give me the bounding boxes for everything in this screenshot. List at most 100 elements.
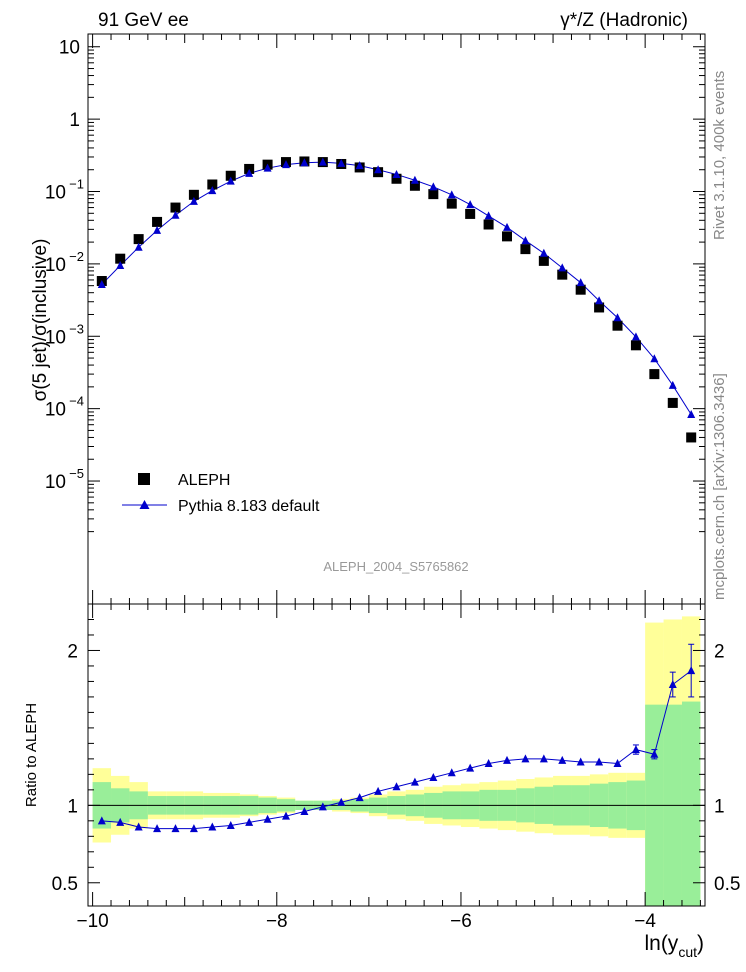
top-x-axis-ticks [92, 34, 701, 604]
top-y-tick-label: 10 [59, 38, 80, 59]
pythia-series-line [101, 161, 692, 415]
ratio-data-point [392, 782, 401, 791]
pythia-data-point [116, 260, 125, 269]
legend-aleph-label: ALEPH [178, 472, 230, 489]
ratio-data-point [668, 680, 677, 689]
pythia-data-point [263, 163, 272, 172]
aleph-data-point [557, 269, 568, 280]
ratio-y-axis-label: Ratio to ALEPH [23, 703, 40, 807]
ratio-y-tick-label-right: 0.5 [714, 874, 740, 895]
pythia-data-point [337, 158, 346, 167]
ratio-data-point [189, 824, 198, 833]
pythia-data-point [189, 196, 198, 205]
top-y-tick-exponent: −2 [69, 249, 84, 264]
pythia-data-point [558, 263, 567, 272]
aleph-data-point [575, 284, 586, 295]
aleph-data-point [502, 231, 513, 242]
ratio-y-axis: 0.5 0.5 1 1 2 2 [52, 618, 740, 895]
aleph-data-point [207, 179, 218, 190]
aleph-data-point [667, 397, 678, 408]
ratio-data-point [466, 763, 475, 772]
aleph-data-point [612, 320, 623, 331]
top-y-tick-exponent: −1 [69, 177, 84, 192]
top-panel-data [96, 156, 697, 443]
x-tick-label: −8 [266, 911, 288, 932]
ratio-y-tick-label-right: 2 [714, 641, 725, 662]
ratio-data-point [484, 759, 493, 768]
pythia-data-point [447, 190, 456, 199]
top-y-tick-label: 10 [45, 183, 66, 204]
aleph-data-point [649, 369, 660, 380]
ratio-data-point [116, 817, 125, 826]
ratio-data-point [318, 802, 327, 811]
pythia-data-point [281, 160, 290, 169]
pythia-data-point [208, 186, 217, 195]
ratio-data-point [631, 745, 640, 754]
header-right-title: γ*/Z (Hadronic) [560, 10, 688, 31]
pythia-data-point [521, 236, 530, 245]
legend-pythia-label: Pythia 8.183 default [178, 498, 320, 515]
legend-aleph-marker [138, 473, 150, 485]
top-y-tick-label: 10 [45, 255, 66, 276]
ratio-x-axis: −10 −8 −6 −4 [76, 604, 701, 932]
top-y-axis-label: σ(5 jet)/σ(inclusive) [30, 239, 51, 402]
aleph-data-point [152, 216, 163, 227]
aleph-data-point [391, 173, 402, 184]
pythia-data-point [226, 176, 235, 185]
pythia-data-point [668, 380, 677, 389]
ratio-data-point [613, 759, 622, 768]
top-y-tick-label: 1 [69, 110, 80, 131]
analysis-watermark: ALEPH_2004_S5765862 [323, 559, 468, 574]
ratio-y-tick-label-right: 1 [714, 796, 725, 817]
ratio-data-point [521, 754, 530, 763]
pythia-data-point [245, 168, 254, 177]
ratio-data-point [337, 797, 346, 806]
aleph-data-point [483, 219, 494, 230]
pythia-data-point [613, 313, 622, 322]
pythia-data-point [134, 242, 143, 251]
aleph-data-point [409, 180, 420, 191]
aleph-data-point [428, 189, 439, 200]
stat-uncertainty-band [681, 701, 701, 906]
ratio-data-point [171, 824, 180, 833]
top-y-tick-label: 10 [45, 400, 66, 421]
pythia-data-point [631, 332, 640, 341]
aleph-data-point [630, 340, 641, 351]
pythia-data-point [392, 169, 401, 178]
ratio-data-point [97, 816, 106, 825]
pythia-data-point [300, 158, 309, 167]
aleph-data-point [225, 170, 236, 181]
ratio-y-tick-label: 0.5 [52, 874, 78, 895]
ratio-data-point [687, 666, 696, 675]
pythia-data-point [503, 222, 512, 231]
pythia-data-point [97, 279, 106, 288]
x-tick-label: −6 [450, 911, 472, 932]
ratio-data-point [355, 793, 364, 802]
pythia-data-point [429, 182, 438, 191]
ratio-data-point [374, 786, 383, 795]
pythia-data-point [153, 225, 162, 234]
ratio-data-point [503, 755, 512, 764]
ratio-data-point [558, 755, 567, 764]
ratio-y-tick-label: 2 [67, 641, 78, 662]
ratio-data-point [153, 824, 162, 833]
legend: ALEPH Pythia 8.183 default [122, 472, 320, 515]
pythia-data-point [355, 161, 364, 170]
ratio-data-point [576, 757, 585, 766]
ratio-data-point [281, 811, 290, 820]
pythia-data-point [374, 165, 383, 174]
ratio-data-point [539, 754, 548, 763]
x-tick-label: −10 [76, 911, 108, 932]
top-panel-frame [87, 33, 706, 605]
pythia-data-point [595, 296, 604, 305]
aleph-data-point [188, 189, 199, 200]
mcplots-credit-label: mcplots.cern.ch [arXiv:1306.3436] [711, 373, 728, 600]
top-y-tick-exponent: −5 [69, 466, 84, 481]
ratio-data-point [245, 817, 254, 826]
ratio-data-point [595, 757, 604, 766]
x-axis-label: ln(ycut) [644, 932, 704, 960]
ratio-data-point [300, 807, 309, 816]
ratio-panel-frame [87, 603, 706, 907]
